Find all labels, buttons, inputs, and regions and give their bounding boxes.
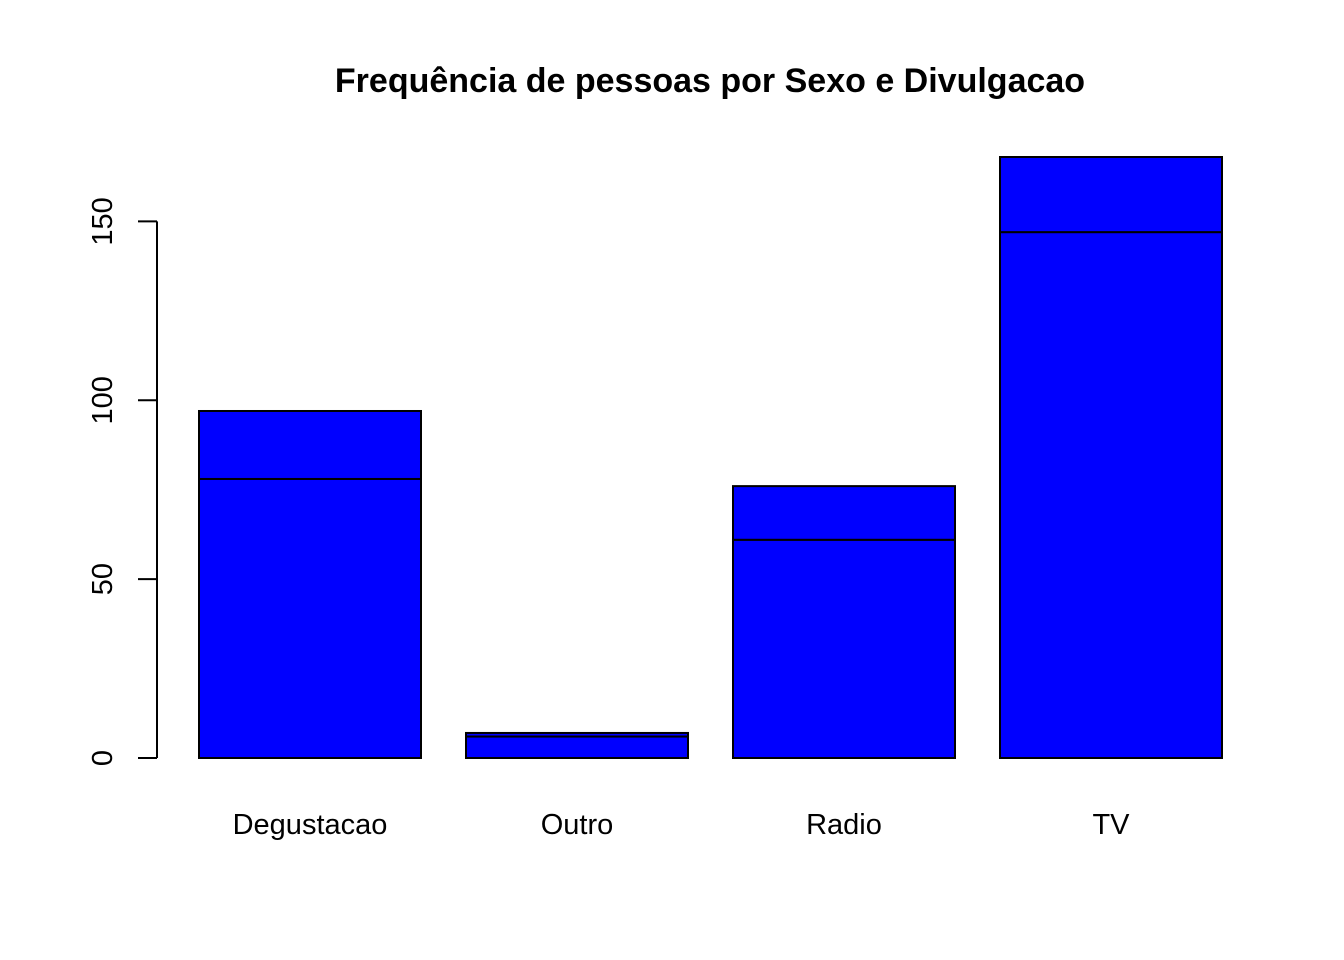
y-tick-label: 100 bbox=[87, 376, 119, 424]
x-axis-labels: Degustacao Outro Radio TV bbox=[233, 809, 1131, 841]
bar-tv-segment-1 bbox=[999, 231, 1223, 759]
x-tick-label: Degustacao bbox=[233, 809, 388, 841]
bar-radio-segment-1 bbox=[732, 538, 956, 760]
y-tick-label: 50 bbox=[87, 563, 119, 595]
x-tick-label: Radio bbox=[806, 809, 882, 841]
y-tick-label: 0 bbox=[87, 750, 119, 766]
bar-outro-segment-1 bbox=[465, 735, 689, 759]
x-tick-label: TV bbox=[1092, 809, 1130, 841]
bar-radio-segment-2 bbox=[732, 485, 956, 541]
bars bbox=[198, 156, 1223, 760]
chart-title: Frequência de pessoas por Sexo e Divulga… bbox=[335, 62, 1085, 100]
bar-degustacao-segment-2 bbox=[198, 409, 422, 480]
y-tick-label: 150 bbox=[87, 197, 119, 245]
bar-outro-segment-2 bbox=[465, 731, 689, 738]
bar-degustacao-segment-1 bbox=[198, 477, 422, 759]
y-axis: 0 50 100 150 bbox=[87, 197, 158, 766]
bar-tv-segment-2 bbox=[999, 156, 1223, 234]
x-tick-label: Outro bbox=[541, 809, 614, 841]
